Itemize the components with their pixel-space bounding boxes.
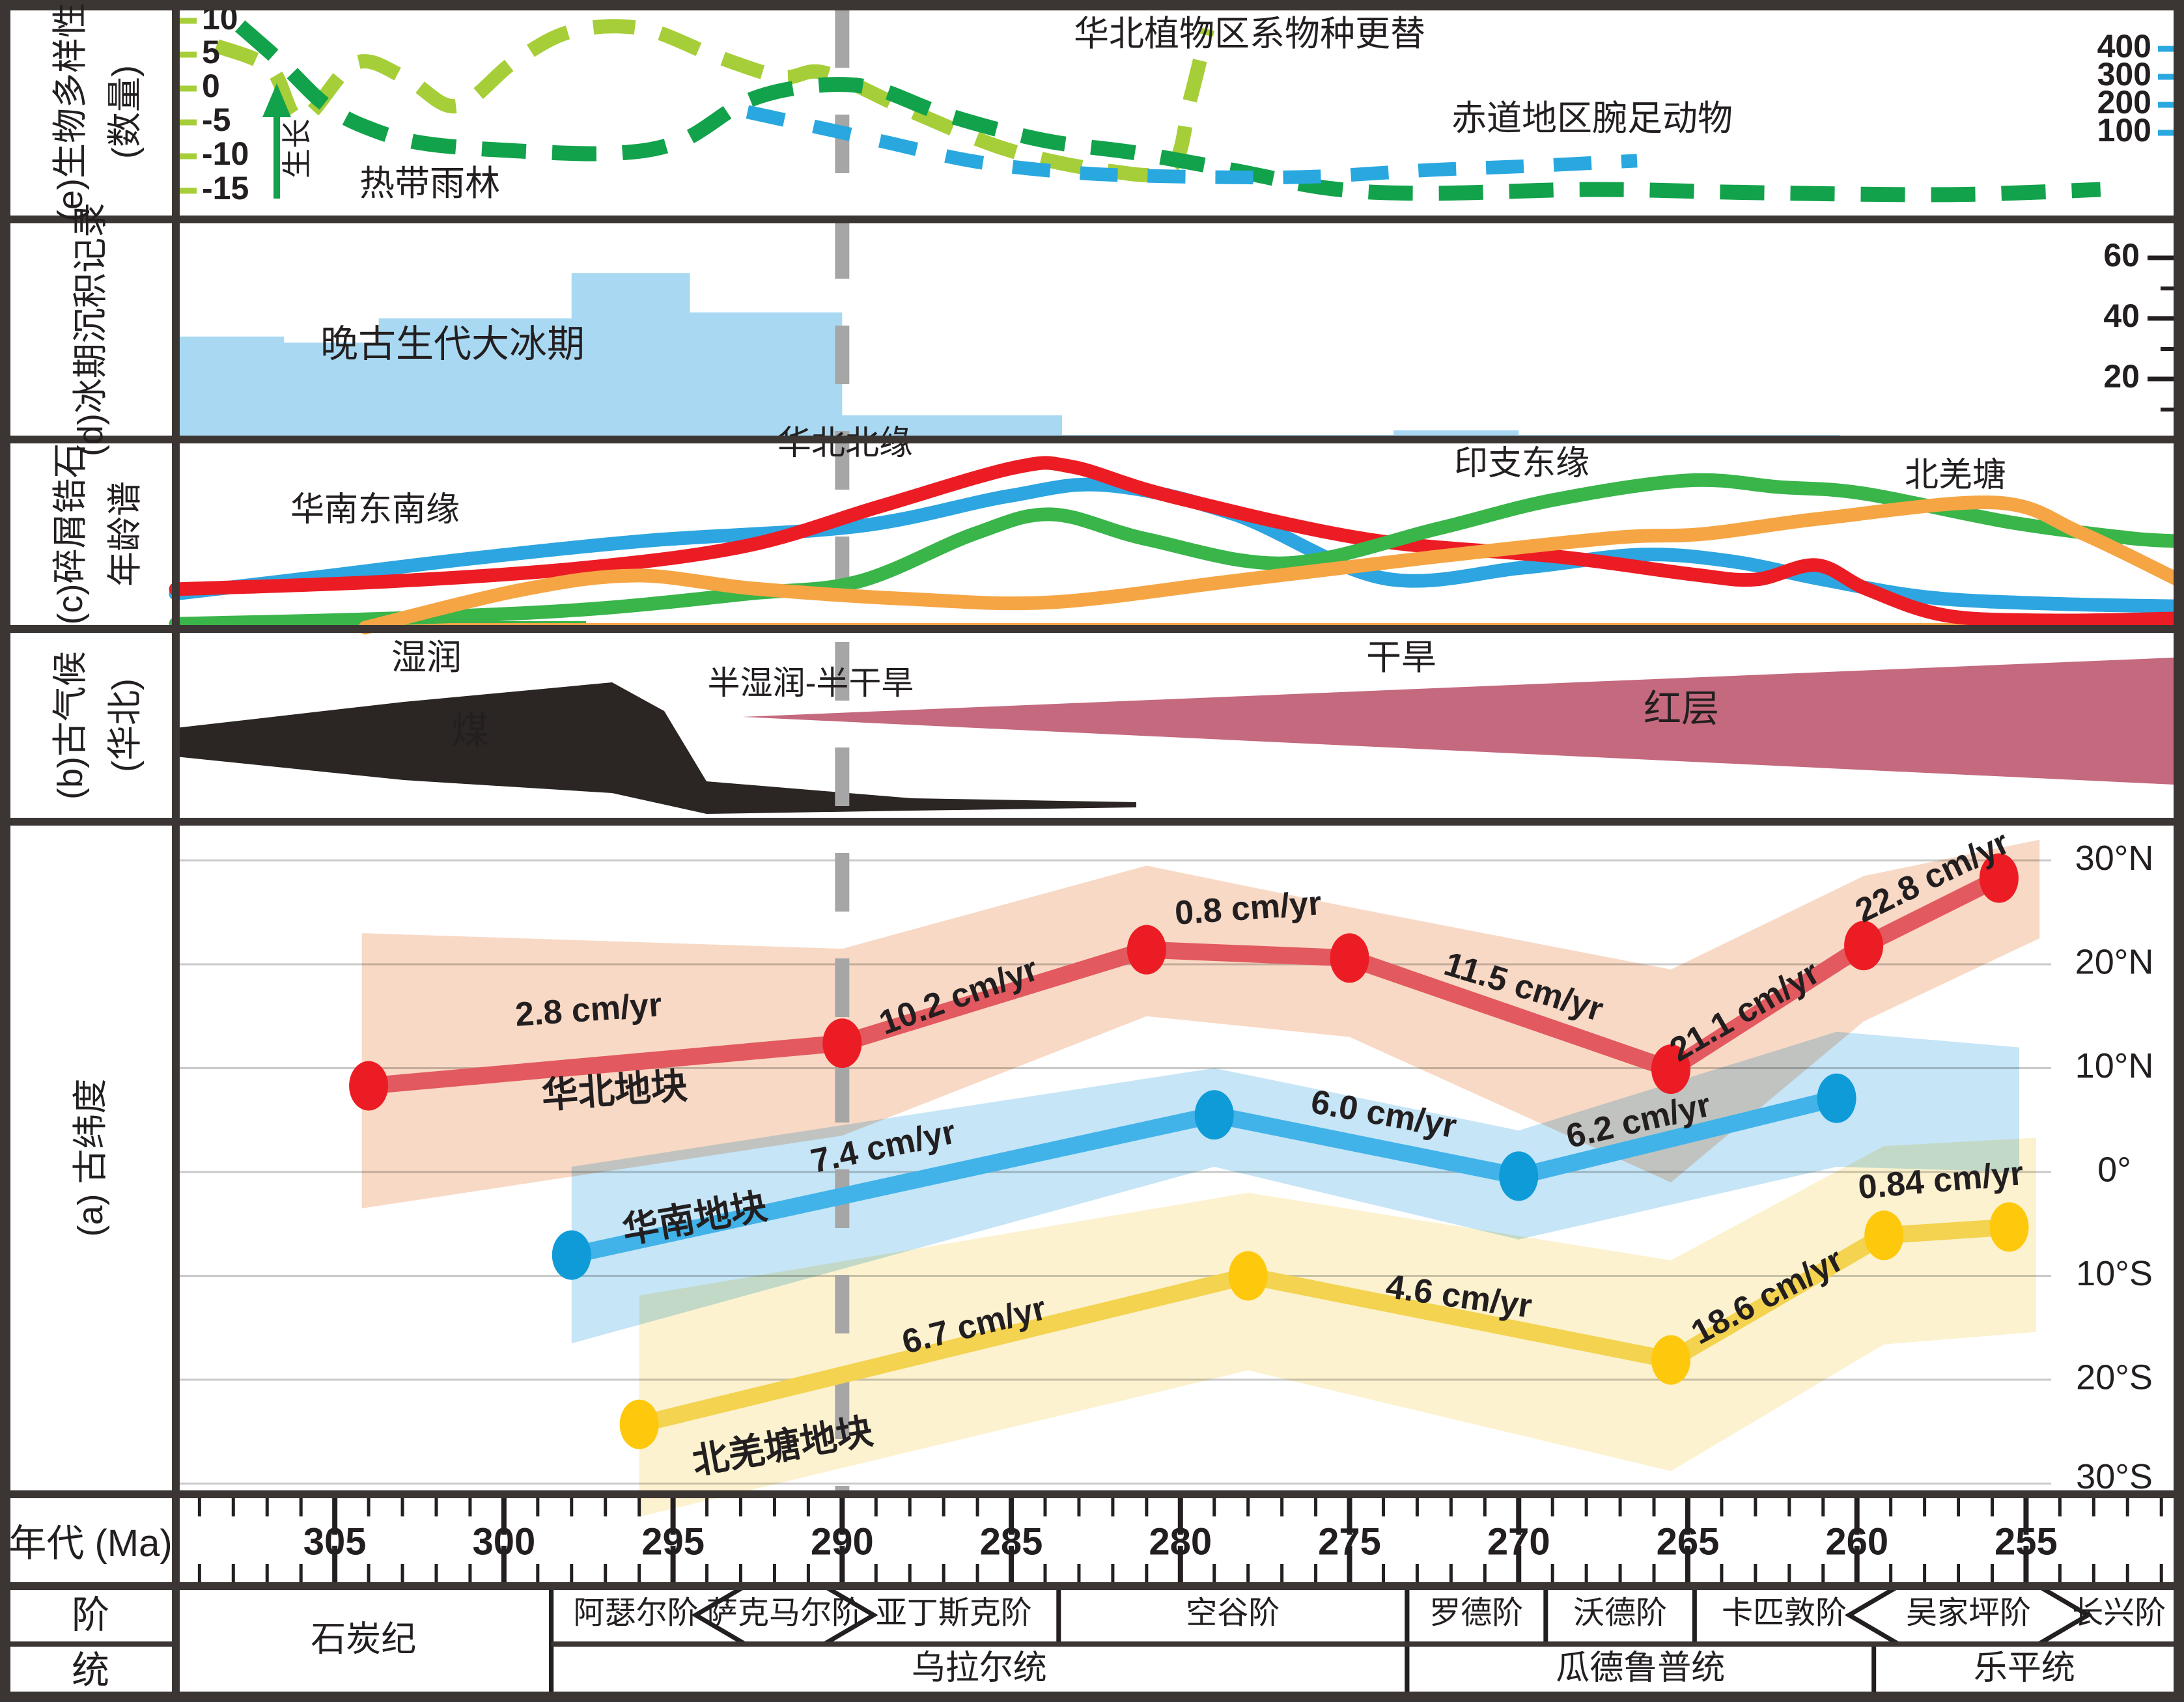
stage-cell-石炭纪: 石炭纪	[311, 1619, 416, 1658]
panel-b-label-2: (华北)	[105, 678, 145, 772]
e-right-tick-label: 300	[2097, 56, 2151, 92]
latitude-label-10°N: 10°N	[2075, 1046, 2154, 1085]
layer-curves	[169, 19, 2182, 1449]
data-point-华南地块-260.6Ma	[1817, 1073, 1856, 1123]
latitude-label-20°N: 20°N	[2075, 942, 2154, 981]
stage-cell-吴家坪阶: 吴家坪阶	[1906, 1596, 2031, 1630]
panel-b-label-1: (b)古气候	[51, 651, 90, 800]
coal-polygon	[176, 682, 1136, 814]
annotation-湿润: 湿润	[391, 638, 462, 677]
latitude-label-0°: 0°	[2097, 1150, 2131, 1189]
annotation-印支东缘: 印支东缘	[1454, 445, 1589, 482]
data-point-华南地块-279Ma	[1194, 1090, 1234, 1140]
panel-d-label: (d)冰期沉积记录	[71, 202, 110, 456]
annotation-半湿润-半干旱: 半湿润-半干旱	[708, 665, 914, 701]
latitude-label-30°S: 30°S	[2076, 1457, 2153, 1496]
curve-华北植物区系物种更替	[214, 19, 1215, 182]
e-right-tick-label: 200	[2097, 84, 2151, 120]
data-point-华北地块-275Ma	[1330, 933, 1369, 983]
series-cell-瓜德鲁普统: 瓜德鲁普统	[1556, 1649, 1725, 1687]
e-right-tick-label: 400	[2097, 28, 2151, 64]
stage-cell-沃德阶: 沃德阶	[1573, 1596, 1667, 1630]
ice-age-bars	[176, 273, 2175, 439]
data-point-华北地块-290Ma	[822, 1018, 862, 1068]
stage-divider-bracket	[2037, 1583, 2093, 1647]
uncertainty-envelope-华南地块	[571, 1031, 2020, 1344]
annotation-干旱: 干旱	[1366, 638, 1436, 677]
series-row-label: 统	[72, 1649, 109, 1692]
data-point-华北地块-265.5Ma	[1651, 1044, 1691, 1095]
stage-cell-空谷阶: 空谷阶	[1186, 1596, 1280, 1630]
e-left-tick-label: -15	[202, 170, 249, 206]
stage-row-label: 阶	[72, 1594, 109, 1636]
panel-c-label-1: (c)碎屑锆石	[51, 443, 90, 625]
data-point-华南地块-270Ma	[1499, 1151, 1539, 1201]
latitude-label-10°S: 10°S	[2076, 1254, 2153, 1293]
e-left-tick-label: 5	[202, 34, 220, 70]
d-tick-label: 20	[2103, 358, 2140, 395]
annotation-红层: 红层	[1644, 688, 1719, 730]
stage-cell-罗德阶: 罗德阶	[1429, 1596, 1523, 1630]
annotation-煤: 煤	[451, 710, 489, 752]
data-point-华北地块-304Ma	[349, 1061, 389, 1111]
growth-arrow-head	[262, 83, 291, 117]
annotation-华北植物区系物种更替: 华北植物区系物种更替	[1074, 14, 1425, 53]
annotation-华南东南缘: 华南东南缘	[290, 491, 460, 529]
data-point-北羌塘地块-296Ma	[619, 1399, 659, 1449]
curve-北羌塘	[358, 495, 2182, 635]
annotation-晚古生代大冰期: 晚古生代大冰期	[320, 323, 585, 365]
data-point-北羌塘地块-265.5Ma	[1651, 1335, 1691, 1385]
panel-c-label-2: 年龄谱	[105, 481, 145, 587]
data-point-北羌塘地块-259.2Ma	[1864, 1210, 1904, 1261]
stage-divider-bracket	[1844, 1583, 1900, 1647]
drift-path-华南地块	[569, 1090, 1839, 1264]
stage-divider-bracket	[822, 1583, 878, 1647]
curve-华北北缘	[169, 456, 2182, 628]
year-axis-label: 年代 (Ma)	[8, 1522, 172, 1565]
curve-印支东缘	[169, 473, 2182, 631]
d-tick-label: 60	[2103, 237, 2140, 273]
data-point-华北地块-281Ma	[1127, 925, 1166, 975]
e-left-tick-label: -5	[202, 102, 231, 138]
curve-热带雨林	[235, 20, 2101, 202]
annotation-北羌塘: 北羌塘	[1905, 456, 2006, 494]
data-point-北羌塘地块-255.5Ma	[1989, 1202, 2029, 1252]
curve-赤道地区腕足动物	[746, 105, 1638, 185]
data-point-华北地块-255.8Ma	[1979, 853, 2019, 903]
panel-e-label-2: (数量)	[105, 65, 145, 159]
latitude-label-30°N: 30°N	[2075, 839, 2154, 878]
stage-cell-阿瑟尔阶: 阿瑟尔阶	[573, 1596, 698, 1630]
annotation-赤道地区腕足动物: 赤道地区腕足动物	[1451, 99, 1733, 138]
e-left-tick-label: 0	[202, 68, 220, 104]
stage-cell-亚丁斯克阶: 亚丁斯克阶	[876, 1596, 1032, 1630]
stage-divider-bracket	[691, 1583, 747, 1647]
e-right-tick-label: 100	[2097, 112, 2151, 148]
d-tick-label: 40	[2103, 298, 2140, 334]
data-point-华北地块-259.8Ma	[1844, 921, 1884, 971]
layer-fills	[176, 273, 2175, 1517]
annotation-热带雨林: 热带雨林	[359, 164, 500, 203]
red-beds-wedge	[742, 658, 2174, 785]
series-label-华北地块: 华北地块	[540, 1065, 689, 1115]
e-left-tick-label: -10	[202, 135, 249, 172]
uncertainty-envelope-北羌塘地块	[639, 1137, 2037, 1517]
data-point-北羌塘地块-278Ma	[1228, 1251, 1268, 1301]
row-labels: (e)生物多样性 (数量) (d)冰期沉积记录 (c)碎屑锆石 年龄谱 (b)古…	[8, 3, 172, 1692]
annotation-生长: 生长	[280, 119, 314, 178]
latitude-label-20°S: 20°S	[2076, 1358, 2153, 1397]
panel-e-label-1: (e)生物多样性	[51, 3, 90, 221]
panel-a-label: (a) 古纬度	[71, 1079, 110, 1237]
stage-cell-萨克马尔阶: 萨克马尔阶	[707, 1596, 863, 1630]
series-cell-乌拉尔统: 乌拉尔统	[912, 1649, 1047, 1687]
series-cell-乐平统: 乐平统	[1974, 1649, 2075, 1687]
stage-cell-卡匹敦阶: 卡匹敦阶	[1722, 1596, 1847, 1630]
data-point-华南地块-298Ma	[552, 1230, 591, 1280]
